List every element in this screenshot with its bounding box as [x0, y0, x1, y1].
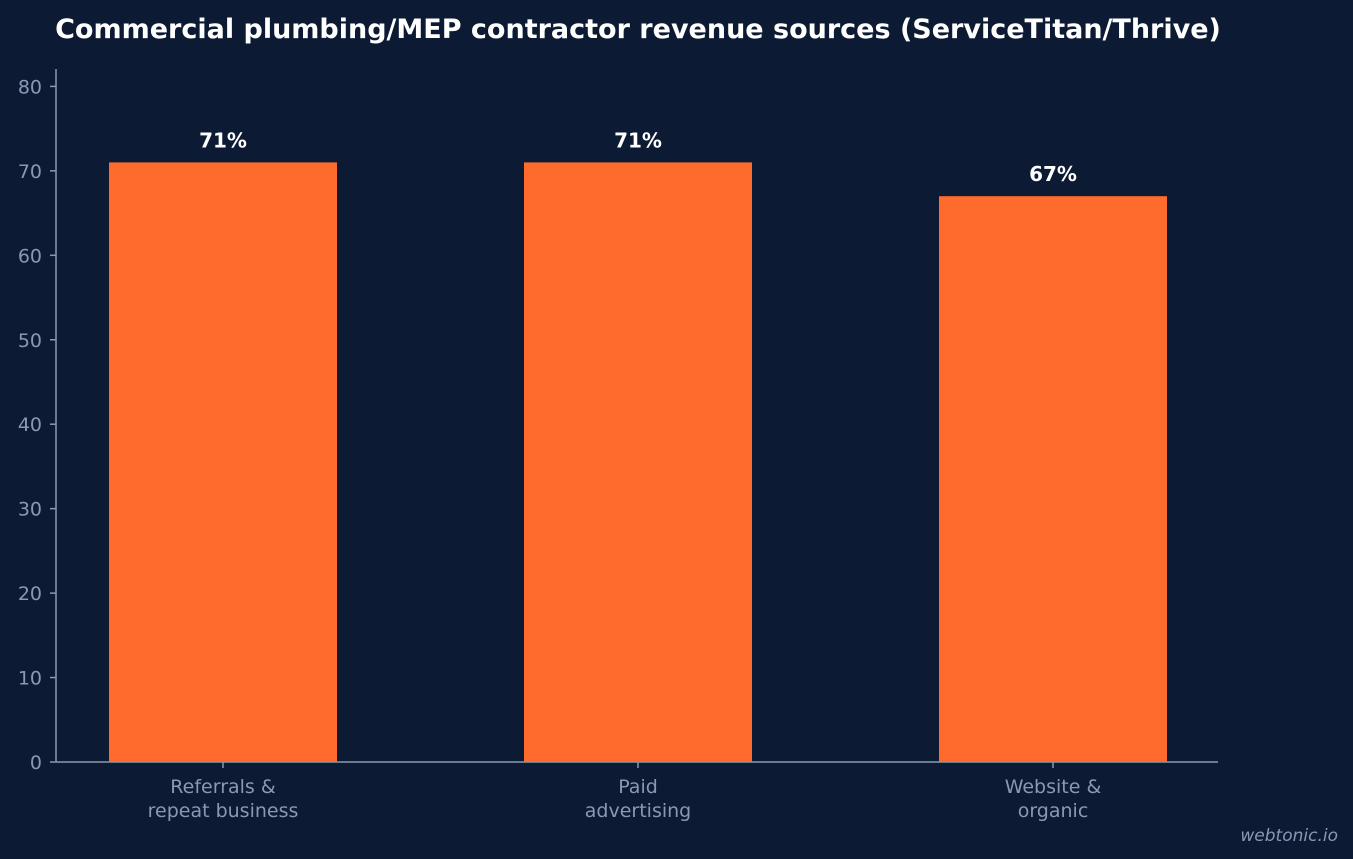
data-label: 71% — [614, 128, 662, 152]
bar — [109, 162, 337, 762]
category-labels-group: Referrals &repeat business Paidadvertisin… — [148, 762, 1102, 822]
data-labels-group: 71% 71% 67% — [199, 128, 1077, 186]
chart-title: Commercial plumbing/MEP contractor reven… — [55, 14, 1221, 45]
y-tick-label: 40 — [18, 414, 42, 436]
bars-group — [109, 162, 1167, 762]
category-label: advertising — [585, 800, 691, 822]
category-label: Referrals & — [170, 776, 276, 798]
y-tick-label: 50 — [18, 330, 42, 352]
category-label: repeat business — [148, 800, 299, 822]
y-tick-label: 10 — [18, 668, 42, 690]
y-tick-label: 60 — [18, 245, 42, 267]
bar — [524, 162, 752, 762]
category-label: Website & — [1005, 776, 1102, 798]
data-label: 67% — [1029, 162, 1077, 186]
y-tick-label: 30 — [18, 499, 42, 521]
data-label: 71% — [199, 128, 247, 152]
y-axis-ticks: 0 10 20 30 40 50 60 70 80 — [18, 76, 56, 774]
y-tick-label: 0 — [30, 752, 42, 774]
watermark: webtonic.io — [1240, 826, 1338, 846]
category-label: organic — [1018, 800, 1089, 822]
y-tick-label: 80 — [18, 76, 42, 98]
bar — [939, 196, 1167, 762]
category-label: Paid — [618, 776, 658, 798]
y-tick-label: 20 — [18, 583, 42, 605]
y-tick-label: 70 — [18, 161, 42, 183]
